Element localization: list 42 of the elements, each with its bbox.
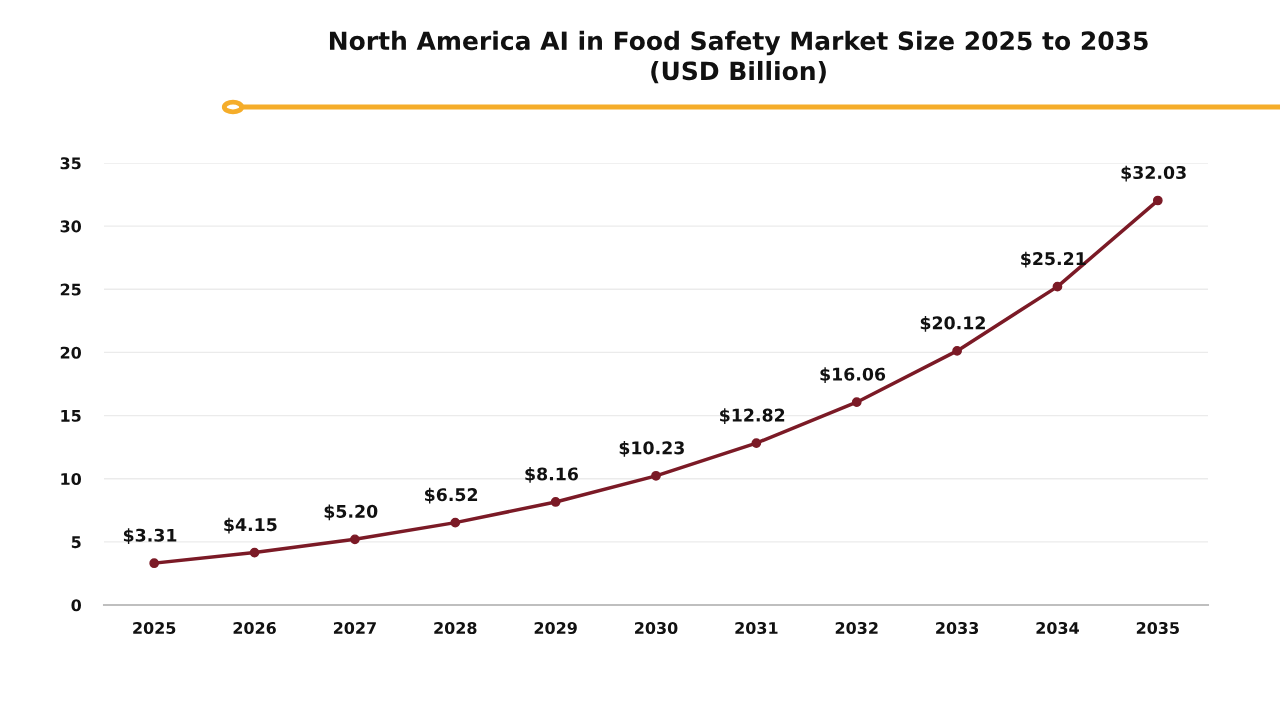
y-tick-label: 25 [60,283,81,296]
y-tick-label: 10 [61,472,82,486]
data-label: $20.12 [920,316,985,332]
data-label: $25.21 [1021,251,1086,268]
point [1052,281,1063,292]
y-tick-label: 20 [60,346,82,359]
data-label: $4.15 [224,517,277,534]
data-label: $6.52 [425,487,478,504]
y-tick-label: 30 [60,220,82,233]
point [1152,195,1163,206]
data-label: $10.23 [619,440,684,457]
point [751,438,762,448]
data-label: $32.03 [1121,165,1186,182]
point [651,470,661,481]
x-tick-label: 2030 [635,621,678,635]
x-tick-label: 2034 [1036,621,1079,635]
chart-title: North America AI in Food Safety Market Size 2025 to 2035 (USD Billion) [329,30,1148,84]
point [550,497,561,507]
point [350,534,360,545]
y-tick-label: 5 [71,536,81,549]
point [450,517,461,528]
x-tick-label: 2031 [735,621,778,635]
point [149,558,160,569]
x-tick-label: 2025 [133,621,176,635]
point [851,397,862,408]
point [249,547,260,558]
y-tick-label: 35 [60,157,81,170]
x-tick-label: 2028 [434,621,477,635]
y-tick-label: 0 [71,599,82,612]
point [952,346,962,356]
data-label: $16.06 [820,367,886,384]
x-tick-label: 2027 [333,621,376,635]
data-label: $3.31 [123,528,177,545]
x-tick-label: 2032 [835,621,878,635]
x-tick-label: 2035 [1136,621,1179,635]
data-label: $5.20 [324,504,378,521]
x-tick-label: 2029 [534,621,577,635]
y-tick-label: 15 [61,409,81,422]
x-tick-label: 2026 [233,621,276,635]
data-label: $12.82 [720,408,785,424]
data-label: $8.16 [525,467,578,483]
x-tick-label: 2033 [936,621,979,635]
